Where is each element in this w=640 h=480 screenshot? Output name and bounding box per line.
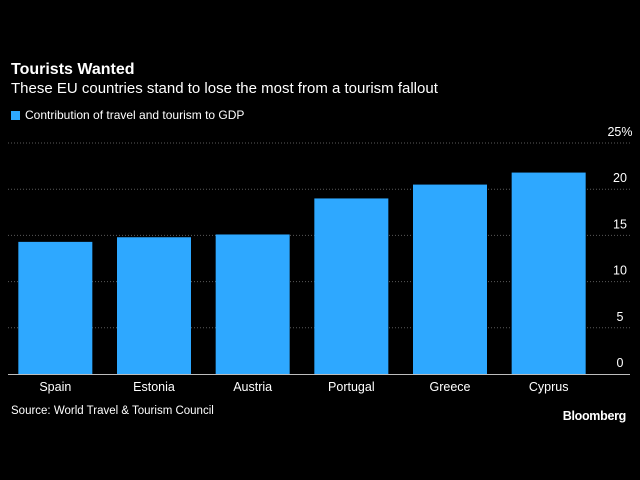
legend-swatch [11,110,20,120]
legend-label: Contribution of travel and tourism to GD… [25,108,245,122]
y-tick-label: 25% [607,125,632,139]
bar-cyprus [511,172,586,374]
x-tick-label: Estonia [133,380,175,394]
bars [18,172,586,374]
y-tick-label: 5 [617,310,624,324]
gridlines [8,142,630,375]
bloomberg-logo: Bloomberg [562,409,627,423]
y-axis-ticks: 0 5 10 15 20 25% [607,125,632,370]
chart-title: Tourists Wanted [11,61,135,78]
bar-austria [215,234,290,374]
chart-subtitle: These EU countries stand to lose the mos… [11,80,438,97]
bar-spain [18,241,93,374]
x-axis-ticks: Spain Estonia Austria Portugal Greece Cyprus [39,380,568,394]
x-tick-label: Austria [233,380,272,394]
bar-estonia [117,237,191,374]
y-tick-label: 0 [617,356,624,370]
bar-greece [413,184,487,374]
legend: Contribution of travel and tourism to GD… [11,108,244,122]
x-tick-label: Portugal [328,380,375,394]
source-note: Source: World Travel & Tourism Council [11,405,214,417]
bar-portugal [314,198,389,374]
y-tick-label: 15 [613,217,627,231]
x-tick-label: Spain [39,380,71,394]
x-tick-label: Greece [430,380,471,394]
y-tick-label: 20 [613,171,627,185]
y-tick-label: 10 [613,264,627,278]
x-tick-label: Cyprus [529,380,569,394]
